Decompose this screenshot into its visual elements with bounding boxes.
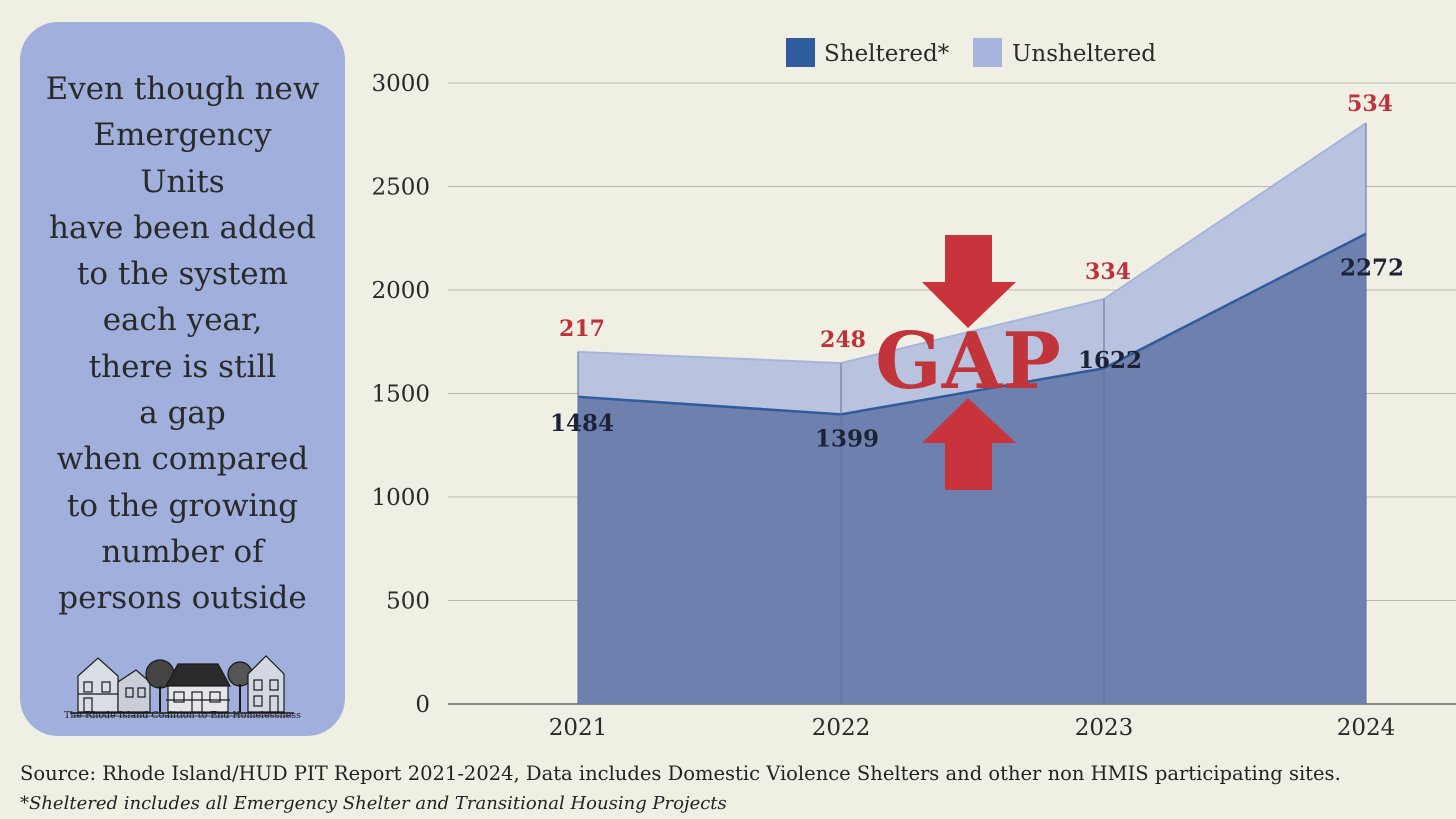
x-tick-label: 2021 [549,715,608,741]
legend-swatch-sheltered [786,38,815,67]
down-arrow-icon [922,235,1016,328]
y-tick-label: 1500 [371,382,430,408]
message-panel: Even though new Emergency Units have been a… [20,22,345,736]
x-tick-label: 2022 [812,715,871,741]
panel-line: number of [101,533,264,570]
unsheltered-value-label: 334 [1085,259,1131,285]
sheltered-line [577,232,1367,416]
x-tick-label: 2024 [1337,715,1396,741]
panel-message: Even though new Emergency Units have been a… [20,66,345,622]
y-tick-label: 2500 [371,175,430,201]
unsheltered-value-label: 248 [820,327,866,353]
x-tick-label: 2023 [1075,715,1134,741]
panel-line: Units [140,163,225,200]
panel-line: to the growing [66,487,299,524]
up-arrow-icon [922,398,1016,490]
panel-line: to the system [76,256,289,293]
y-axis: 0 500 1000 1500 2000 2500 3000 [371,71,430,718]
y-tick-label: 0 [415,692,430,718]
category-lines [577,123,1367,704]
houses-logo-icon [70,655,294,717]
panel-line: there is still [88,348,277,385]
source-note: Source: Rhode Island/HUD PIT Report 2021… [20,762,1341,785]
panel-line: persons outside [58,580,307,617]
sheltered-value-label: 1622 [1078,347,1142,374]
legend: Sheltered* Unsheltered [786,38,1156,67]
gap-annotation: GAP [875,235,1061,490]
sheltered-value-label: 1484 [550,410,614,437]
unsheltered-value-label: 534 [1347,91,1393,117]
legend-swatch-unsheltered [973,38,1002,67]
unsheltered-area [578,123,1366,415]
legend-label-sheltered: Sheltered* [824,41,950,67]
panel-line: each year, [102,302,263,339]
y-tick-label: 500 [386,589,430,615]
panel-line: have been added [49,209,316,246]
data-labels: 1484 1399 1622 2272 217 248 334 534 [550,91,1404,452]
y-tick-label: 1000 [371,485,430,511]
panel-line: when compared [56,441,309,478]
y-tick-label: 3000 [371,71,430,97]
unsheltered-value-label: 217 [559,316,605,342]
y-tick-label: 2000 [371,278,430,304]
gap-label: GAP [875,316,1061,407]
panel-line: Even though new [45,71,320,107]
legend-label-unsheltered: Unsheltered [1012,41,1156,67]
footnote: *Sheltered includes all Emergency Shelte… [20,793,727,814]
sheltered-value-label: 1399 [815,425,879,452]
logo-caption: The Rhode Island Coalition to End Homele… [63,710,302,721]
unsheltered-line [577,122,1367,365]
panel-line: Emergency [93,117,272,154]
x-axis: 2021 2022 2023 2024 [549,715,1396,741]
sheltered-value-label: 2272 [1340,255,1404,282]
panel-line: a gap [139,395,226,432]
